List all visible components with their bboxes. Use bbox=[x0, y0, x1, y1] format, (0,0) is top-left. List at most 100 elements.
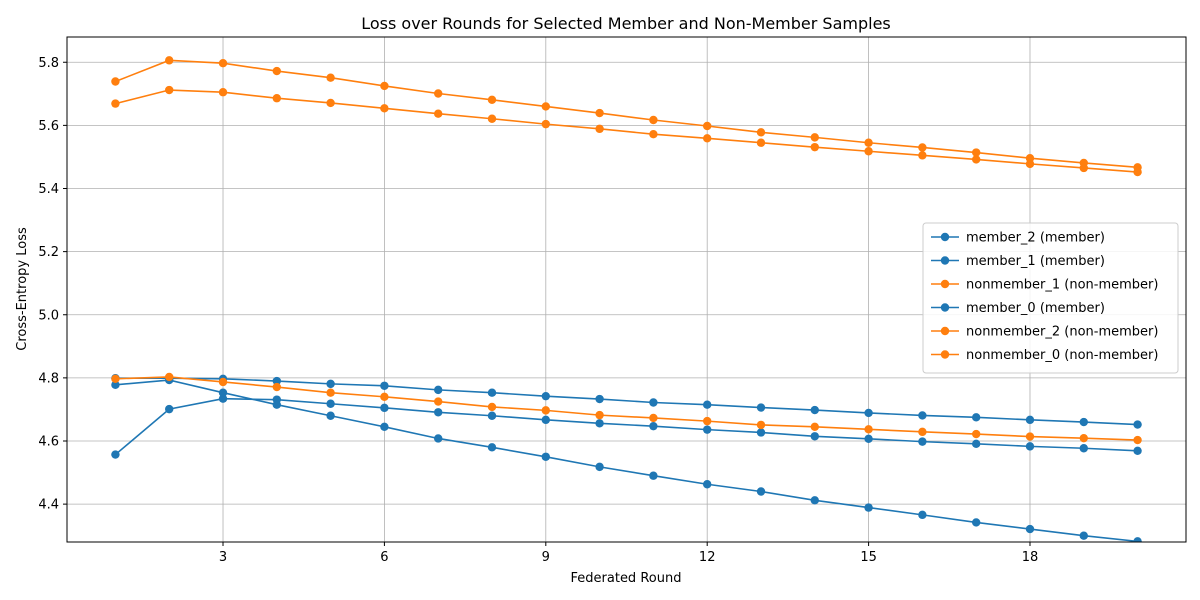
data-point bbox=[218, 388, 228, 397]
data-point bbox=[756, 403, 766, 412]
legend-item: member_0 (member) bbox=[931, 301, 1105, 316]
data-point bbox=[218, 58, 228, 68]
data-point bbox=[864, 408, 873, 418]
data-point bbox=[111, 374, 120, 384]
x-axis-title: Federated Round bbox=[571, 571, 682, 586]
data-point bbox=[1025, 442, 1035, 451]
data-point bbox=[380, 422, 389, 431]
legend-item: nonmember_0 (non-member) bbox=[931, 348, 1158, 363]
data-point bbox=[971, 148, 981, 157]
data-point bbox=[541, 391, 551, 401]
data-point bbox=[380, 392, 389, 402]
data-point bbox=[541, 102, 551, 111]
data-point bbox=[111, 99, 120, 108]
data-point bbox=[326, 98, 335, 108]
legend-item: nonmember_2 (non-member) bbox=[931, 325, 1158, 340]
legend-label: member_1 (member) bbox=[966, 254, 1105, 269]
legend: member_2 (member) member_1 (member) nonmem… bbox=[922, 222, 1179, 374]
data-point bbox=[165, 56, 174, 65]
legend-item: nonmember_1 (non-member) bbox=[931, 278, 1158, 293]
legend-label: member_2 (member) bbox=[966, 231, 1105, 246]
data-point bbox=[864, 434, 873, 443]
data-point bbox=[218, 88, 228, 97]
data-point bbox=[918, 151, 927, 160]
data-point bbox=[487, 114, 497, 123]
data-point bbox=[756, 428, 766, 437]
data-point bbox=[595, 124, 604, 134]
data-point bbox=[595, 419, 604, 428]
series-nonmember_0 bbox=[111, 56, 1142, 172]
data-point bbox=[380, 403, 389, 413]
data-point bbox=[702, 400, 712, 409]
series-line bbox=[115, 59, 1138, 169]
data-point bbox=[649, 398, 658, 407]
data-point bbox=[165, 372, 174, 382]
data-point bbox=[864, 503, 873, 512]
legend-label: member_0 (member) bbox=[966, 301, 1105, 316]
data-point bbox=[326, 411, 335, 420]
data-point bbox=[702, 416, 712, 426]
x-tick-label: 15 bbox=[860, 550, 877, 565]
legend-swatch-marker bbox=[940, 350, 950, 359]
data-point bbox=[702, 480, 712, 489]
data-point bbox=[756, 487, 766, 496]
series-line bbox=[115, 89, 1138, 173]
data-point bbox=[702, 121, 712, 131]
data-point bbox=[918, 143, 927, 152]
data-point bbox=[487, 95, 497, 105]
x-tick-label: 9 bbox=[542, 550, 550, 565]
data-point bbox=[595, 410, 604, 420]
x-tick-label: 3 bbox=[219, 550, 227, 565]
legend-label: nonmember_0 (non-member) bbox=[966, 348, 1158, 363]
legend-swatch-marker bbox=[940, 303, 950, 312]
data-point bbox=[434, 89, 443, 98]
data-point bbox=[1025, 415, 1035, 425]
data-point bbox=[702, 134, 712, 143]
x-axis: 3 6 9 12 15 18 bbox=[219, 542, 1038, 565]
data-point bbox=[971, 518, 981, 527]
data-point bbox=[756, 128, 766, 137]
y-tick-label: 4.6 bbox=[38, 435, 59, 450]
plot-area-frame bbox=[66, 36, 1187, 543]
data-point bbox=[971, 429, 981, 439]
data-point bbox=[971, 413, 981, 422]
data-point bbox=[864, 147, 873, 156]
data-point bbox=[810, 405, 819, 415]
data-point bbox=[111, 450, 120, 459]
data-point bbox=[971, 439, 981, 449]
legend-swatch-marker bbox=[940, 279, 950, 289]
data-point bbox=[111, 77, 120, 86]
y-tick-label: 5.2 bbox=[38, 245, 59, 260]
data-point bbox=[272, 66, 282, 76]
data-point bbox=[272, 400, 282, 409]
data-point bbox=[1079, 433, 1088, 443]
data-point bbox=[541, 406, 551, 415]
data-point bbox=[649, 130, 658, 139]
series-nonmember_2 bbox=[111, 372, 1142, 445]
data-point bbox=[649, 421, 658, 431]
x-tick-label: 6 bbox=[380, 550, 388, 565]
y-tick-label: 5.8 bbox=[38, 56, 59, 71]
data-point bbox=[1133, 435, 1142, 445]
data-point bbox=[918, 411, 927, 420]
data-point bbox=[272, 382, 282, 392]
legend-label: nonmember_2 (non-member) bbox=[966, 325, 1158, 340]
data-point bbox=[434, 385, 443, 395]
series-line bbox=[115, 377, 1138, 426]
data-point bbox=[434, 434, 443, 443]
data-point bbox=[1079, 444, 1088, 453]
data-point bbox=[487, 443, 497, 452]
y-tick-label: 4.8 bbox=[38, 371, 59, 386]
legend-swatch-marker bbox=[940, 232, 950, 242]
data-point bbox=[810, 432, 819, 441]
data-point bbox=[595, 108, 604, 118]
data-point bbox=[649, 471, 658, 480]
data-point bbox=[1025, 524, 1035, 534]
data-point bbox=[326, 388, 335, 397]
x-tick-label: 18 bbox=[1022, 550, 1039, 565]
legend-swatch-marker bbox=[940, 326, 950, 336]
data-point bbox=[1133, 446, 1142, 455]
data-point bbox=[487, 388, 497, 397]
data-point bbox=[111, 380, 120, 390]
